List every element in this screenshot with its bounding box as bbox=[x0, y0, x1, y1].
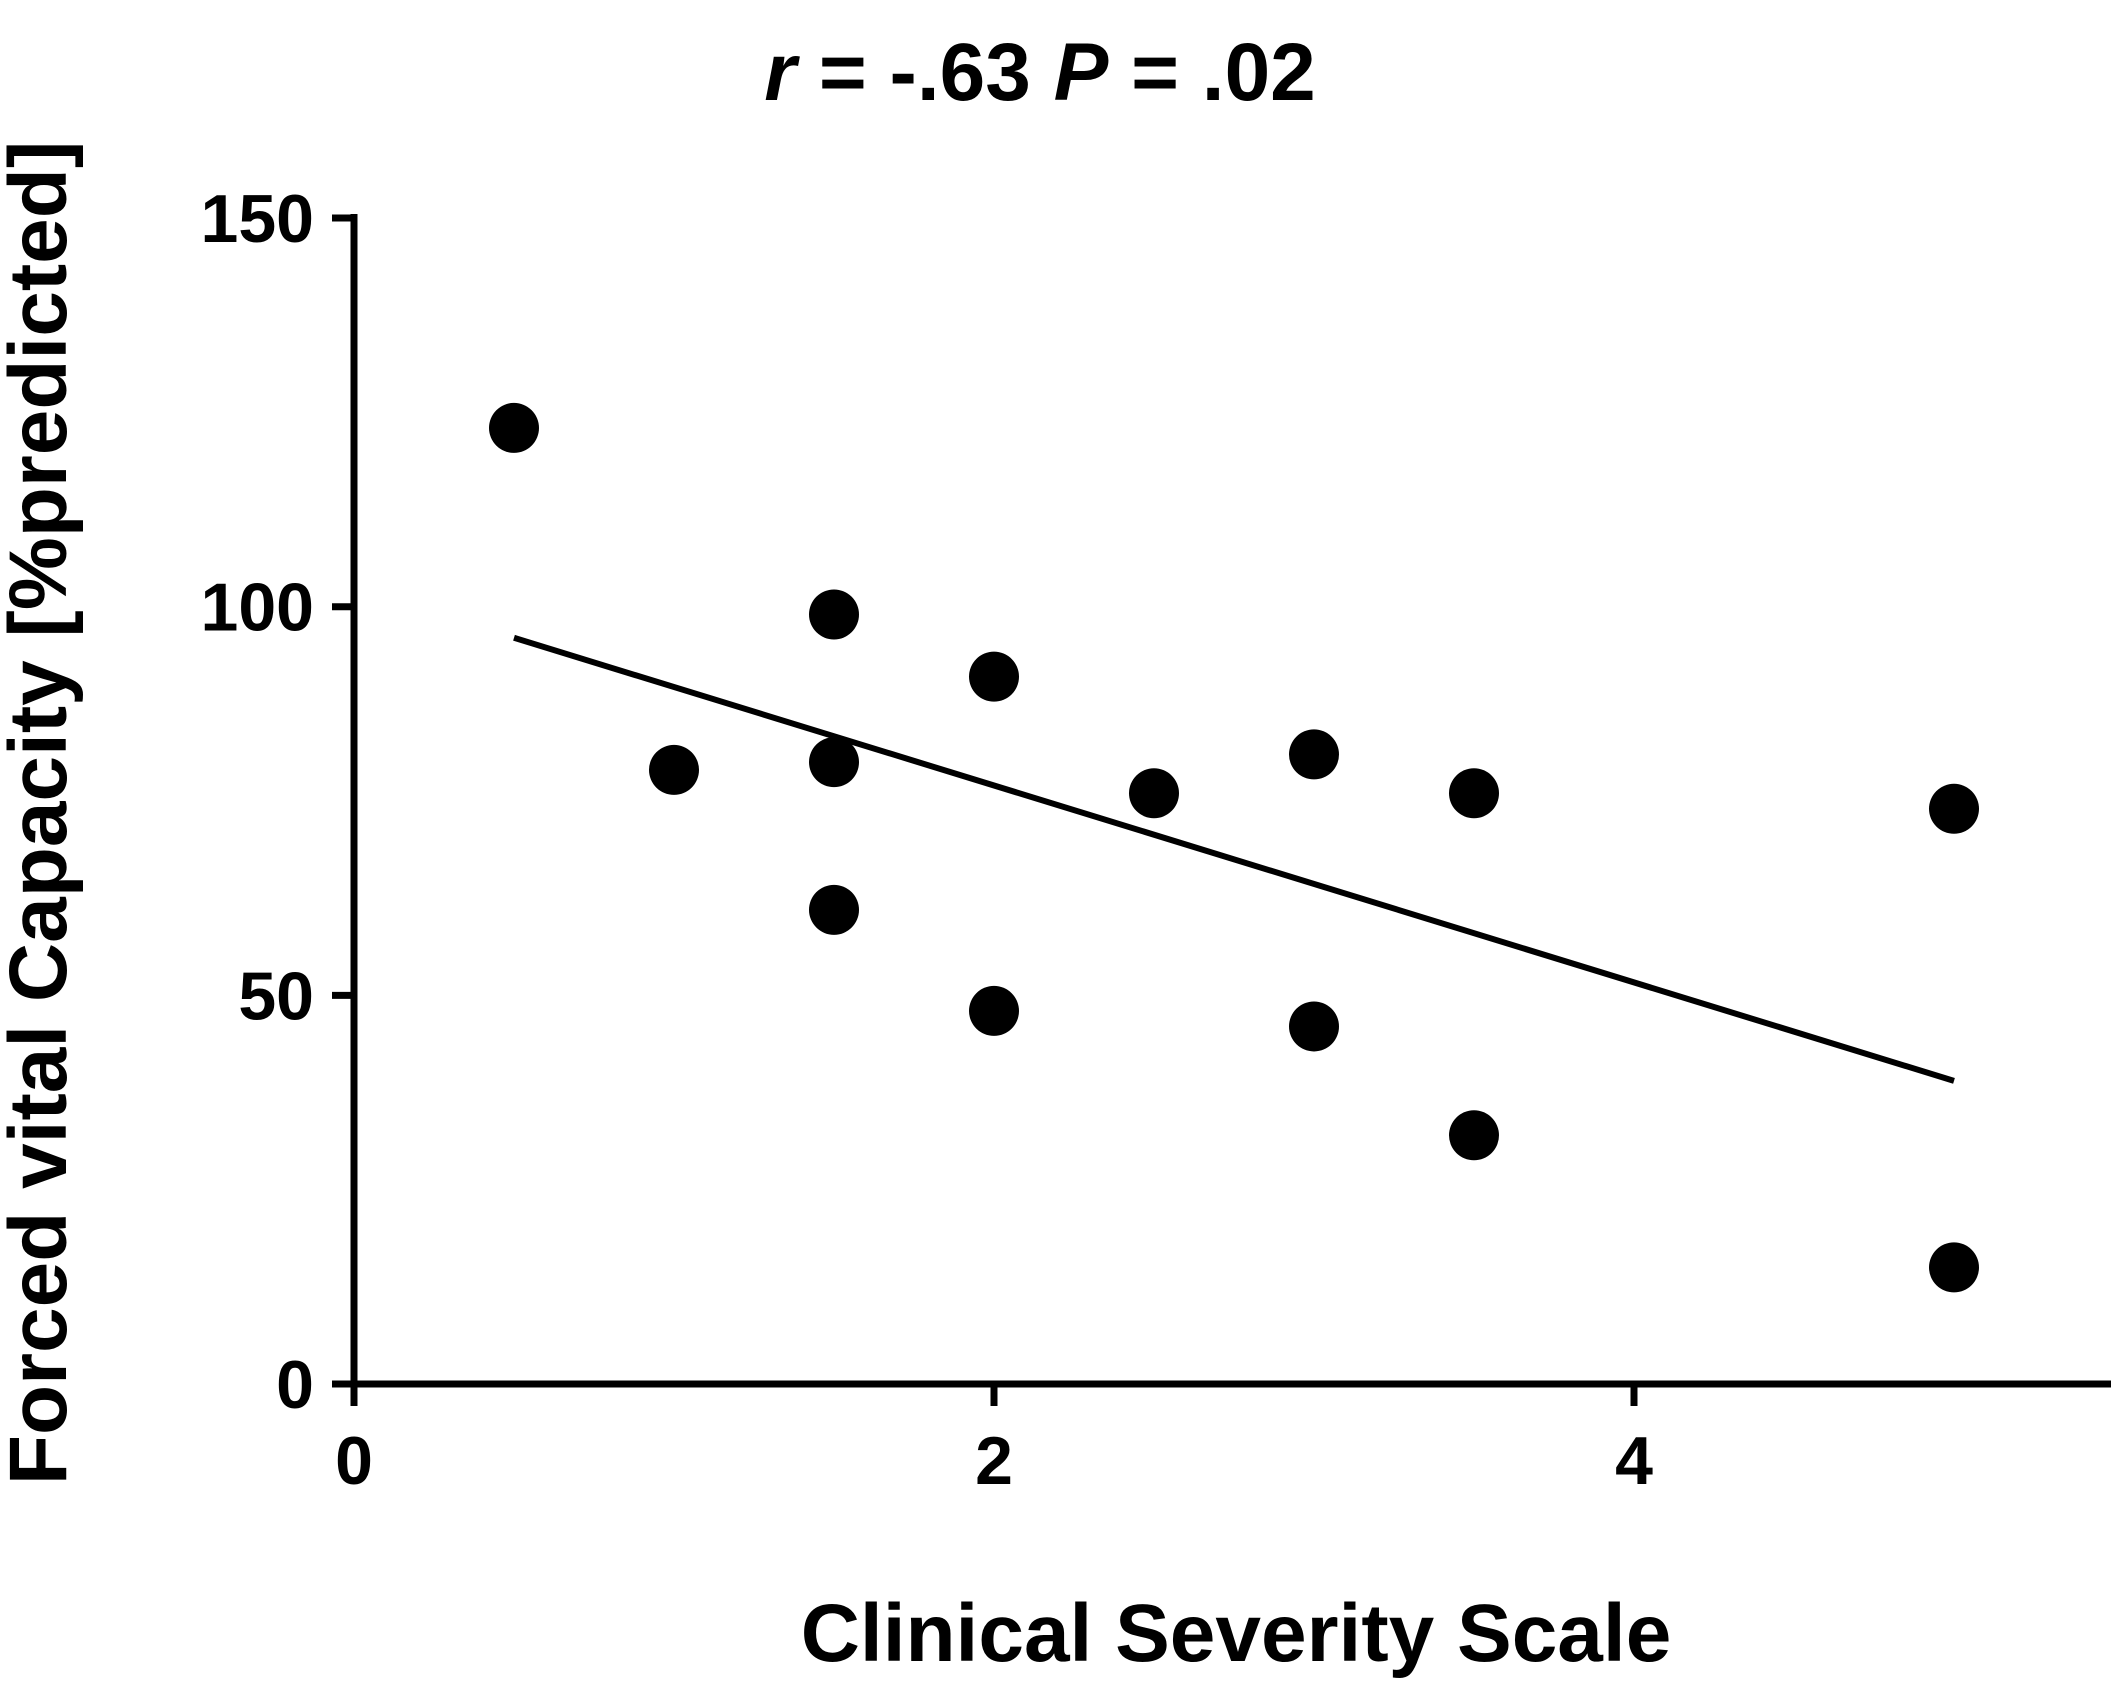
y-axis-label: Forced vital Capacity [%predicted] bbox=[0, 141, 84, 1485]
data-point bbox=[809, 884, 859, 935]
data-point bbox=[809, 589, 859, 640]
y-tick-label: 150 bbox=[201, 181, 314, 257]
y-tick-label: 50 bbox=[238, 958, 314, 1034]
data-point bbox=[489, 402, 539, 453]
title-p-value: = .02 bbox=[1108, 27, 1315, 118]
data-point bbox=[1289, 729, 1339, 780]
x-axis-ticks: 0 2 4 bbox=[335, 1384, 1653, 1499]
x-tick-label: 2 bbox=[975, 1423, 1013, 1499]
data-point bbox=[969, 985, 1019, 1036]
data-point bbox=[1929, 783, 1979, 834]
title-r-value: = -.63 bbox=[796, 27, 1054, 118]
data-point bbox=[1929, 1242, 1979, 1293]
title-r-symbol: r bbox=[764, 27, 800, 118]
x-tick-label: 0 bbox=[335, 1423, 373, 1499]
y-axis-ticks: 0 50 100 150 bbox=[201, 181, 354, 1423]
regression-line bbox=[513, 634, 1955, 1084]
data-point bbox=[969, 651, 1019, 702]
y-tick-label: 100 bbox=[201, 570, 314, 646]
data-point bbox=[1289, 1001, 1339, 1052]
x-axis-label: Clinical Severity Scale bbox=[801, 1588, 1672, 1679]
data-point bbox=[649, 744, 699, 795]
chart-title: r = -.63 P = .02 bbox=[764, 27, 1316, 118]
data-point bbox=[1449, 1110, 1499, 1161]
data-point bbox=[1129, 768, 1179, 819]
x-tick-label: 4 bbox=[1615, 1423, 1653, 1499]
title-p-symbol: P bbox=[1054, 27, 1109, 118]
data-point bbox=[809, 737, 859, 788]
y-tick-label: 0 bbox=[276, 1347, 314, 1423]
data-point bbox=[1449, 768, 1499, 819]
data-points bbox=[489, 402, 1979, 1293]
